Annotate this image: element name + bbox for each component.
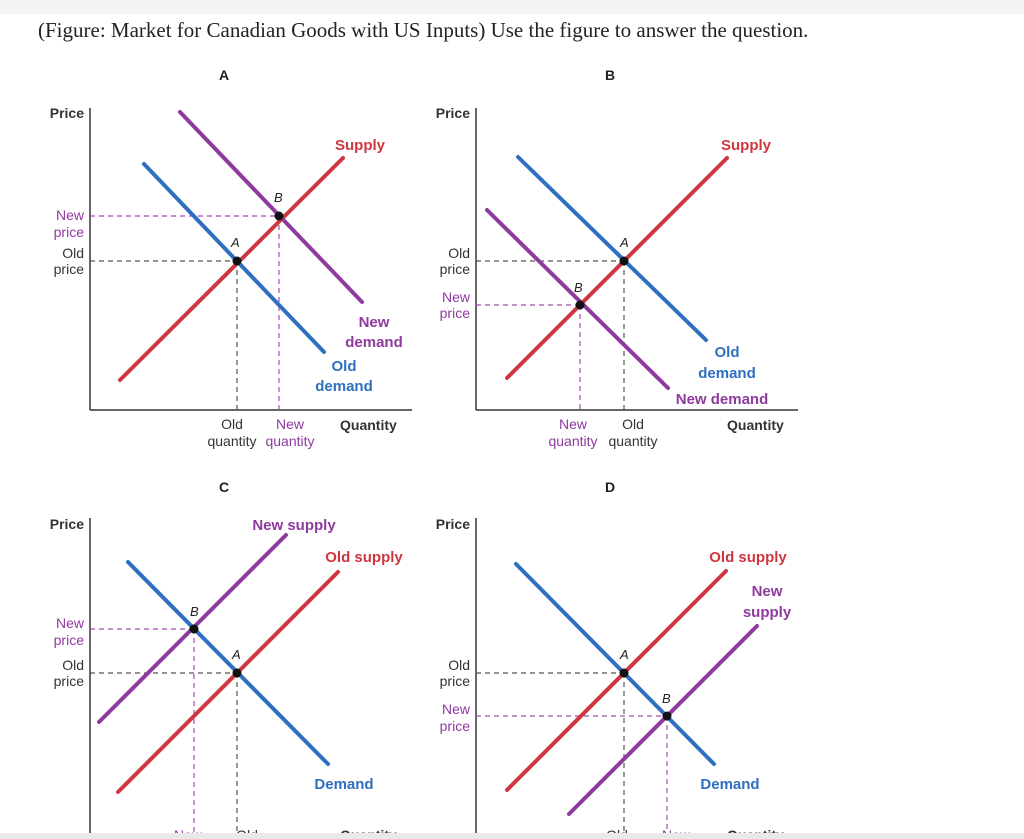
- panel-b-new-demand-label: New demand: [676, 391, 769, 408]
- panel-a-old-price-line2: price: [54, 261, 85, 277]
- bottom-bar: [0, 833, 1024, 839]
- panel-b-old-quantity-line2: quantity: [608, 433, 657, 449]
- panel-a-supply-label: Supply: [335, 137, 386, 154]
- panel-b-new-price-line2: price: [440, 305, 471, 321]
- panel-a-point-b: [274, 211, 284, 221]
- panel-b-new-quantity-line2: quantity: [548, 433, 597, 449]
- panel-c-demand-curve: [126, 560, 330, 766]
- panel-b-point-a-label: A: [619, 235, 629, 250]
- panel-b: B Price Quantity A B Old price New price…: [436, 67, 798, 449]
- panel-d-old-price-line2: price: [440, 673, 471, 689]
- panel-b-old-demand-line2: demand: [698, 365, 756, 382]
- panel-c: C Price Quantity A B New price Old price…: [50, 479, 404, 839]
- panel-a-supply-curve: [118, 156, 345, 382]
- panel-b-point-a: [619, 256, 629, 266]
- panel-a-quantity-label: Quantity: [340, 417, 397, 433]
- panel-c-new-price-line1: New: [56, 615, 85, 631]
- panel-d-point-a: [619, 668, 629, 678]
- panel-d-new-price-line2: price: [440, 718, 471, 734]
- panel-c-new-price-line2: price: [54, 632, 85, 648]
- panel-c-old-price-line2: price: [54, 673, 85, 689]
- panel-a-new-price-line1: New: [56, 207, 85, 223]
- panel-c-price-label: Price: [50, 516, 84, 532]
- panel-c-letter: C: [219, 479, 229, 495]
- panel-b-old-price-line1: Old: [448, 245, 470, 261]
- panel-d-letter: D: [605, 479, 615, 495]
- panel-b-old-price-line2: price: [440, 261, 471, 277]
- panel-c-new-supply-label: New supply: [252, 517, 336, 534]
- panel-b-price-label: Price: [436, 105, 470, 121]
- panel-a-old-demand-line1: Old: [332, 358, 357, 375]
- panel-b-quantity-label: Quantity: [727, 417, 784, 433]
- panel-d-price-label: Price: [436, 516, 470, 532]
- panel-b-point-b: [575, 300, 585, 310]
- panel-d-point-b-label: B: [662, 691, 671, 706]
- panel-c-old-price-line1: Old: [62, 657, 84, 673]
- panel-d-old-supply-label: Old supply: [709, 549, 787, 566]
- panel-d-old-price-line1: Old: [448, 657, 470, 673]
- panel-a: A Price Quantity A B New price Old price…: [50, 67, 412, 449]
- panel-a-old-quantity-line2: quantity: [207, 433, 256, 449]
- panel-b-old-demand-curve: [516, 155, 708, 342]
- panel-d-old-supply-curve: [505, 569, 728, 792]
- panel-d-new-price-line1: New: [442, 701, 471, 717]
- panel-b-new-quantity-line1: New: [559, 416, 588, 432]
- panel-b-old-quantity-line1: Old: [622, 416, 644, 432]
- panel-a-price-label: Price: [50, 105, 84, 121]
- panel-c-old-supply-curve: [116, 570, 340, 794]
- panel-a-old-demand-line2: demand: [315, 378, 373, 395]
- panel-b-new-price-line1: New: [442, 289, 471, 305]
- panel-a-point-a-label: A: [230, 235, 240, 250]
- panel-a-point-b-label: B: [274, 190, 283, 205]
- panel-c-point-a-label: A: [231, 647, 241, 662]
- panel-b-old-demand-line1: Old: [715, 344, 740, 361]
- panel-c-demand-label: Demand: [314, 776, 373, 793]
- panel-a-point-a: [232, 256, 242, 266]
- panel-d-point-a-label: A: [619, 647, 629, 662]
- panel-b-letter: B: [605, 67, 615, 83]
- panel-a-old-quantity-line1: Old: [221, 416, 243, 432]
- panel-c-old-supply-label: Old supply: [325, 549, 403, 566]
- panel-d-new-supply-curve: [567, 624, 759, 816]
- panel-c-point-b-label: B: [190, 604, 199, 619]
- panel-d: D Price Quantity A B Old price New price…: [436, 479, 792, 839]
- panel-d-new-supply-line2: supply: [743, 604, 792, 621]
- panel-b-new-demand-curve: [485, 208, 670, 390]
- panel-a-new-price-line2: price: [54, 224, 85, 240]
- panel-b-point-b-label: B: [574, 280, 583, 295]
- panel-d-demand-label: Demand: [700, 776, 759, 793]
- top-bar: [0, 0, 1024, 14]
- panel-d-point-b: [662, 711, 672, 721]
- panel-c-point-b: [189, 624, 199, 634]
- panel-b-supply-curve: [505, 156, 729, 380]
- panel-b-supply-label: Supply: [721, 137, 772, 154]
- question-text: (Figure: Market for Canadian Goods with …: [38, 18, 809, 42]
- panel-a-new-demand-line1: New: [359, 314, 390, 331]
- panel-a-new-demand-line2: demand: [345, 334, 403, 351]
- panel-a-new-quantity-line1: New: [276, 416, 305, 432]
- panel-d-demand-curve: [514, 562, 716, 766]
- panel-a-old-price-line1: Old: [62, 245, 84, 261]
- panel-a-letter: A: [219, 67, 229, 83]
- panel-c-point-a: [232, 668, 242, 678]
- panel-d-new-supply-line1: New: [752, 583, 783, 600]
- panel-a-new-quantity-line2: quantity: [265, 433, 314, 449]
- panel-a-new-demand-curve: [178, 110, 364, 304]
